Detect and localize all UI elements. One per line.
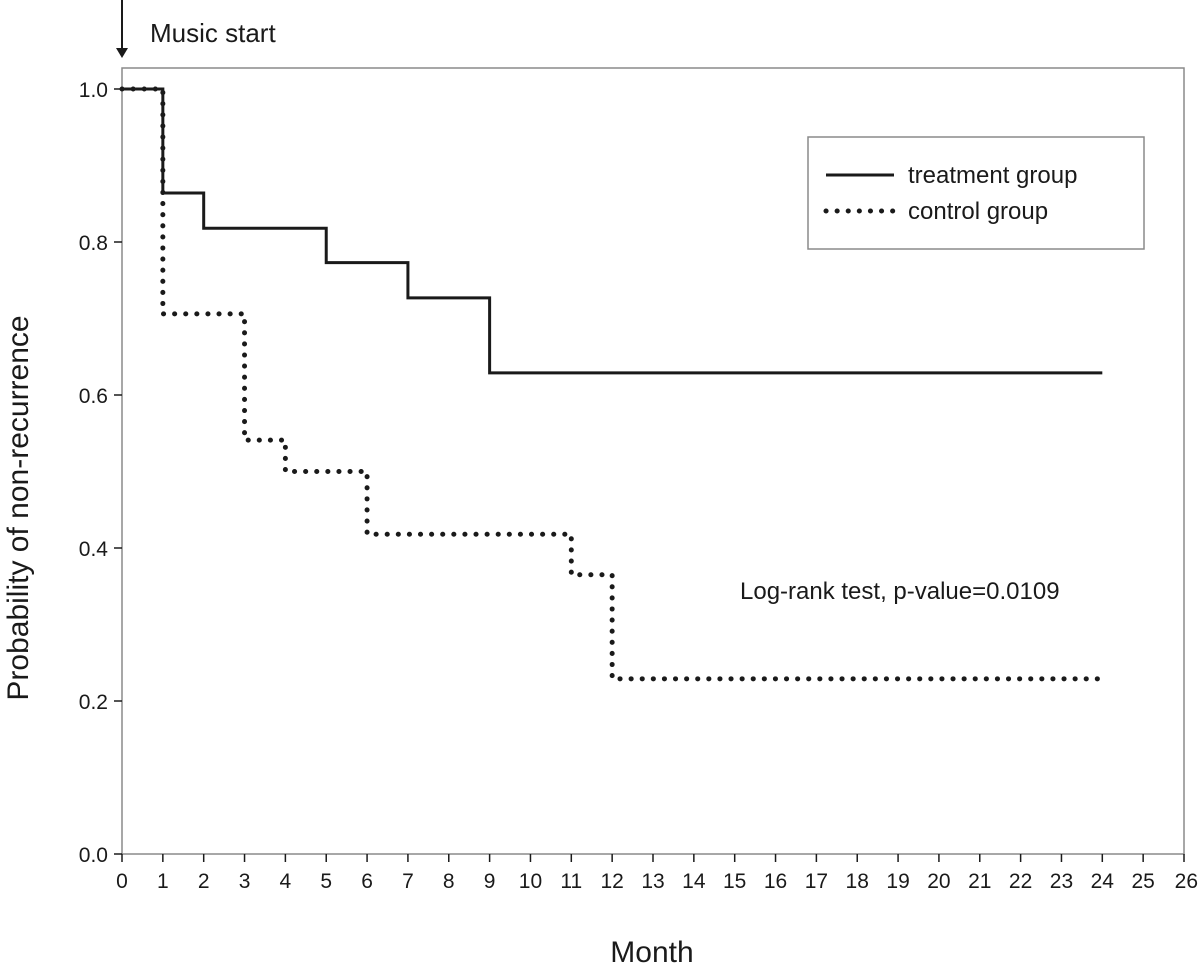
x-tick-label: 1 [157,870,169,893]
x-tick-label: 11 [560,870,582,893]
y-axis: 0.0 0.2 0.4 0.6 0.8 1.0 [79,79,122,867]
x-tick-label: 21 [968,870,991,893]
x-axis: 0 1 2 3 4 5 6 7 8 9 10 11 12 13 14 15 16 17 18 19 20 21 22 23 24… [116,854,1198,893]
legend-label-treatment: treatment group [908,162,1077,189]
x-tick-label: 15 [723,870,746,893]
x-tick-label: 5 [320,870,332,893]
x-axis-label: Month [610,936,693,969]
x-tick-label: 10 [519,870,542,893]
x-tick-label: 3 [239,870,251,893]
y-tick-label: 0.2 [79,691,108,714]
x-tick-label: 17 [805,870,828,893]
start-arrow-head [116,48,128,58]
y-tick-label: 1.0 [79,79,108,102]
y-tick-label: 0.0 [79,844,108,867]
x-tick-label: 22 [1009,870,1032,893]
x-tick-label: 4 [280,870,292,893]
y-tick-label: 0.4 [79,538,109,561]
start-marker-label: Music start [150,18,276,48]
x-tick-label: 13 [641,870,664,893]
x-tick-label: 26 [1175,870,1198,893]
x-tick-label: 7 [402,870,414,893]
legend: treatment group control group [807,136,1145,250]
x-tick-label: 12 [600,870,623,893]
treatment-group-line [122,87,1103,375]
x-tick-label: 9 [484,870,496,893]
log-rank-annotation: Log-rank test, p-value=0.0109 [740,578,1060,605]
x-tick-label: 16 [764,870,787,893]
x-tick-label: 20 [927,870,950,893]
x-tick-label: 0 [116,870,128,893]
legend-box [807,136,1145,250]
x-tick-label: 19 [886,870,909,893]
x-tick-label: 6 [361,870,373,893]
x-tick-label: 2 [198,870,210,893]
series-layer [119,86,1105,682]
y-axis-label: Probability of non-recurrence [2,315,35,700]
x-tick-label: 23 [1050,870,1073,893]
start-marker: Music start [116,0,276,58]
legend-label-control: control group [908,198,1048,225]
x-tick-label: 25 [1131,870,1154,893]
y-tick-label: 0.8 [79,232,108,255]
x-tick-label: 24 [1091,870,1115,893]
x-tick-label: 14 [682,870,706,893]
x-tick-label: 18 [846,870,869,893]
control-group-line [119,86,1105,682]
x-tick-label: 8 [443,870,455,893]
y-tick-label: 0.6 [79,385,108,408]
